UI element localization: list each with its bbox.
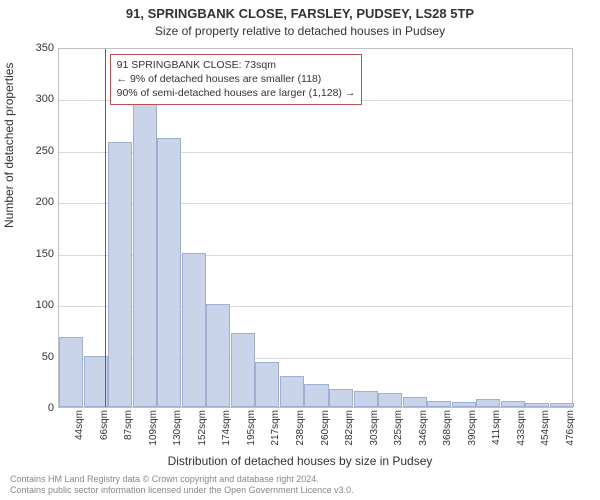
histogram-bar — [550, 403, 574, 407]
histogram-bar — [206, 304, 230, 407]
y-tick-label: 250 — [14, 145, 54, 157]
x-tick-label: 433sqm — [516, 410, 527, 446]
histogram-bar — [59, 337, 83, 407]
x-tick-label: 66sqm — [99, 410, 110, 440]
histogram-bar — [501, 401, 525, 407]
chart-subtitle: Size of property relative to detached ho… — [0, 23, 600, 38]
annotation-line-3: 90% of semi-detached houses are larger (… — [117, 86, 356, 100]
histogram-bar — [157, 138, 181, 407]
histogram-bar — [427, 401, 451, 407]
y-tick-label: 150 — [14, 248, 54, 260]
x-tick-label: 390sqm — [467, 410, 478, 446]
y-tick-label: 350 — [14, 42, 54, 54]
x-tick-label: 195sqm — [246, 410, 257, 446]
histogram-bar — [329, 389, 353, 408]
footer-text: Contains HM Land Registry data © Crown c… — [10, 474, 354, 497]
histogram-bar — [403, 397, 427, 407]
histogram-bar — [133, 98, 157, 407]
x-tick-label: 87sqm — [123, 410, 134, 440]
x-tick-label: 303sqm — [369, 410, 380, 446]
x-tick-label: 282sqm — [344, 410, 355, 446]
x-tick-label: 152sqm — [197, 410, 208, 446]
x-tick-label: 130sqm — [172, 410, 183, 446]
x-tick-label: 411sqm — [491, 410, 502, 445]
x-tick-label: 217sqm — [270, 410, 281, 446]
x-tick-label: 109sqm — [148, 410, 159, 446]
x-tick-label: 44sqm — [74, 410, 85, 440]
x-tick-label: 368sqm — [442, 410, 453, 446]
x-tick-label: 174sqm — [221, 410, 232, 446]
y-tick-label: 200 — [14, 196, 54, 208]
marker-line — [105, 49, 106, 407]
footer-line-1: Contains HM Land Registry data © Crown c… — [10, 474, 354, 485]
histogram-bar — [108, 142, 132, 407]
histogram-bar — [378, 393, 402, 407]
y-tick-label: 300 — [14, 93, 54, 105]
histogram-bar — [182, 253, 206, 407]
footer-line-2: Contains public sector information licen… — [10, 485, 354, 496]
x-tick-label: 325sqm — [393, 410, 404, 446]
histogram-bar — [304, 384, 328, 407]
x-tick-label: 454sqm — [540, 410, 551, 446]
histogram-bar — [255, 362, 279, 407]
y-tick-label: 0 — [14, 402, 54, 414]
x-tick-label: 260sqm — [320, 410, 331, 446]
histogram-bar — [354, 391, 378, 407]
x-tick-label: 238sqm — [295, 410, 306, 446]
chart-title: 91, SPRINGBANK CLOSE, FARSLEY, PUDSEY, L… — [0, 0, 600, 23]
chart-container: 91, SPRINGBANK CLOSE, FARSLEY, PUDSEY, L… — [0, 0, 600, 500]
x-axis-label: Distribution of detached houses by size … — [0, 454, 600, 468]
x-tick-label: 346sqm — [418, 410, 429, 446]
x-tick-label: 476sqm — [565, 410, 576, 446]
histogram-bar — [476, 399, 500, 407]
y-tick-label: 50 — [14, 351, 54, 363]
annotation-line-2: ← 9% of detached houses are smaller (118… — [117, 72, 356, 86]
histogram-bar — [231, 333, 255, 407]
annotation-line-1: 91 SPRINGBANK CLOSE: 73sqm — [117, 58, 356, 72]
annotation-box: 91 SPRINGBANK CLOSE: 73sqm ← 9% of detac… — [110, 54, 363, 105]
y-tick-label: 100 — [14, 299, 54, 311]
histogram-bar — [525, 403, 549, 407]
histogram-bar — [280, 376, 304, 407]
histogram-bar — [452, 402, 476, 407]
